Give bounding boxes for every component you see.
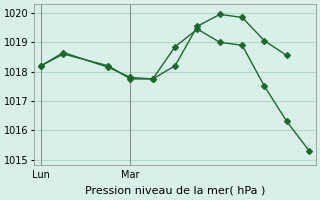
X-axis label: Pression niveau de la mer( hPa ): Pression niveau de la mer( hPa ) bbox=[85, 186, 265, 196]
